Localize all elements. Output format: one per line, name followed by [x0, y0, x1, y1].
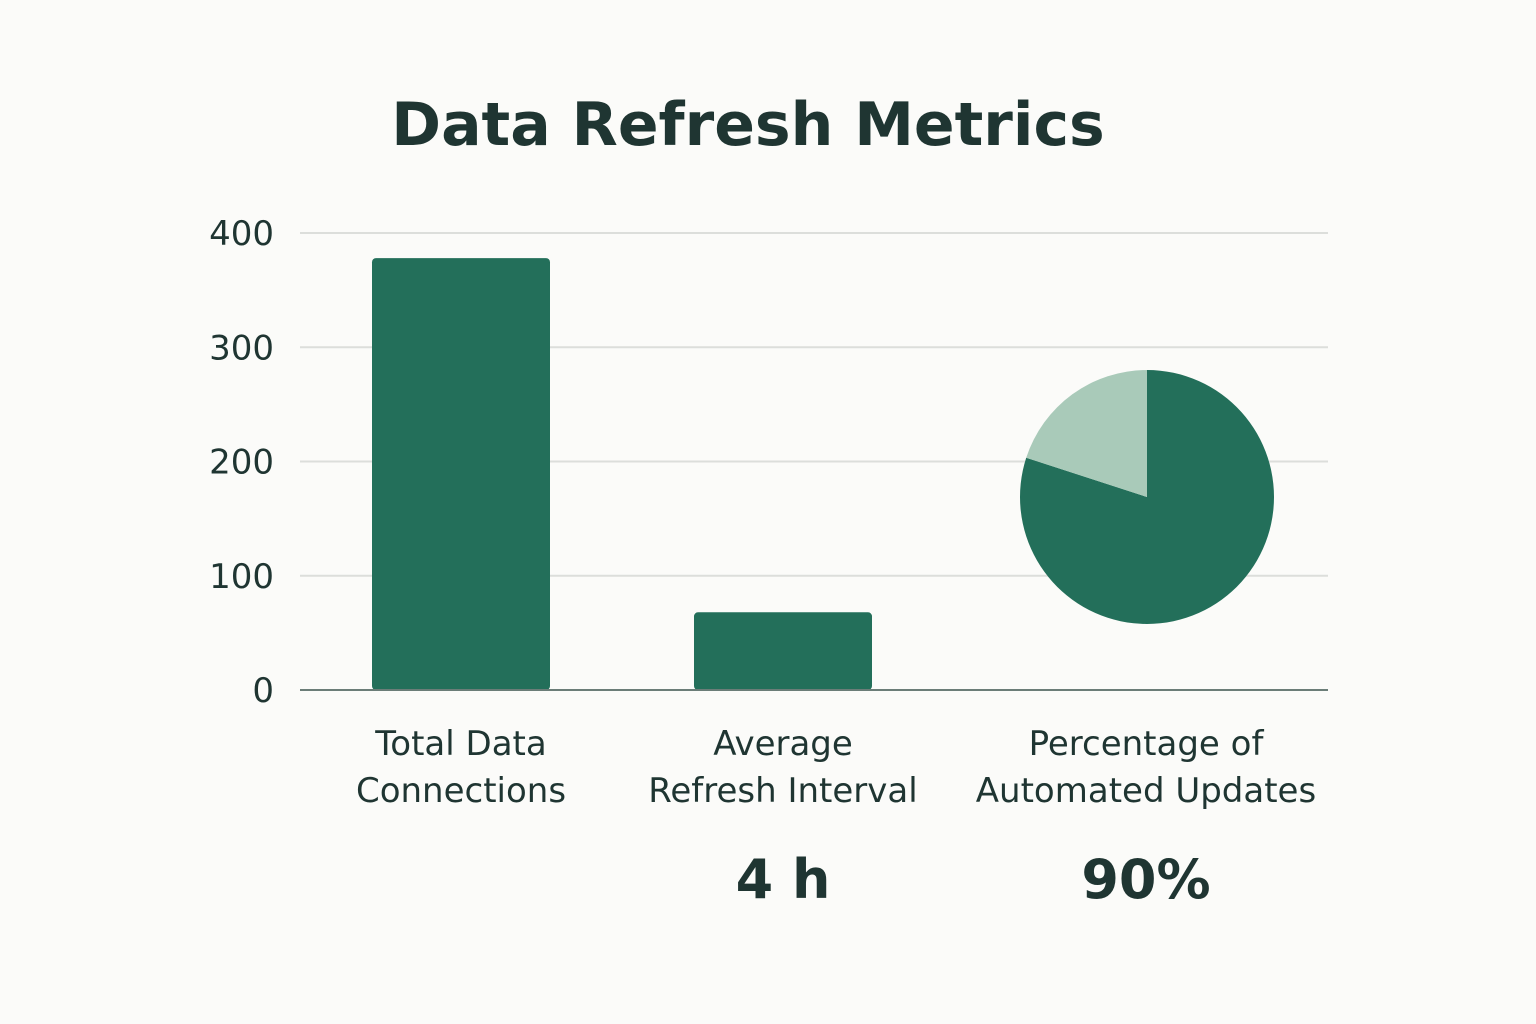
category-labels: Total Data Connections Average Refresh Inte…	[356, 724, 1316, 811]
category-label: Percentage of	[1029, 724, 1265, 764]
pie-slice-manual	[1026, 370, 1147, 497]
bar-1	[694, 612, 872, 690]
bars	[372, 258, 872, 690]
value-label: 90%	[1081, 848, 1210, 911]
category-label: Average	[713, 724, 853, 764]
bar-0	[372, 258, 550, 690]
y-tick-label: 100	[209, 557, 274, 597]
chart-title: Data Refresh Metrics	[391, 90, 1104, 160]
value-label: 4 h	[736, 848, 831, 911]
pie-chart	[1019, 370, 1275, 624]
value-labels: 4 h 90%	[736, 848, 1211, 911]
y-axis-ticks: 0 100 200 300 400	[209, 214, 274, 711]
category-label: Automated Updates	[976, 771, 1316, 811]
category-label: Total Data	[374, 724, 546, 764]
y-tick-label: 0	[252, 671, 274, 711]
y-tick-label: 200	[209, 443, 274, 483]
y-tick-label: 300	[209, 328, 274, 368]
y-tick-label: 400	[209, 214, 274, 254]
category-label: Connections	[356, 771, 566, 811]
category-label: Refresh Interval	[648, 771, 917, 811]
